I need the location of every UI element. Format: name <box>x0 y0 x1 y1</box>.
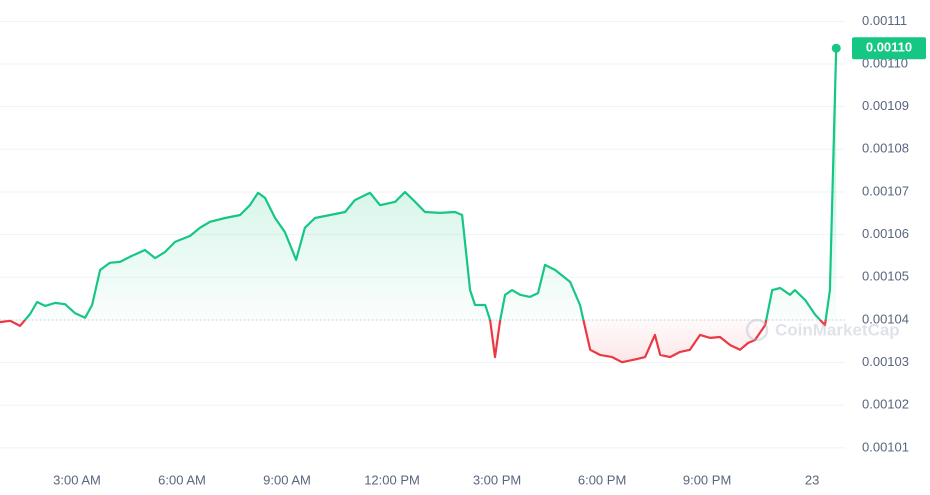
watermark-text: CoinMarketCap <box>775 320 900 339</box>
x-tick-label: 9:00 PM <box>683 472 731 487</box>
y-tick-label: 0.00101 <box>862 439 909 454</box>
y-tick-label: 0.00104 <box>862 311 909 326</box>
y-tick-label: 0.00107 <box>862 183 909 198</box>
y-tick-label: 0.00111 <box>862 13 907 28</box>
y-tick-label: 0.00108 <box>862 141 909 156</box>
y-tick-label: 0.00102 <box>862 397 909 412</box>
price-tag-label: 0.00110 <box>866 40 912 55</box>
y-tick-label: 0.00105 <box>862 269 909 284</box>
y-tick-label: 0.00103 <box>862 354 909 369</box>
x-tick-label: 23 <box>805 472 819 487</box>
watermark: CoinMarketCap <box>745 318 900 342</box>
y-tick-label: 0.00109 <box>862 98 909 113</box>
watermark-logo <box>745 318 769 342</box>
x-tick-label: 9:00 AM <box>263 472 311 487</box>
x-tick-label: 3:00 PM <box>473 472 521 487</box>
last-point <box>831 43 841 53</box>
x-tick-label: 12:00 PM <box>364 472 420 487</box>
x-tick-label: 3:00 AM <box>53 472 101 487</box>
y-tick-label: 0.00106 <box>862 226 909 241</box>
price-line <box>0 48 838 364</box>
plot <box>0 43 845 364</box>
x-tick-label: 6:00 PM <box>578 472 626 487</box>
x-tick-label: 6:00 AM <box>158 472 206 487</box>
price-tag <box>852 37 926 60</box>
axes: 0.00101 0.00102 0.00103 0.00104 0.00105 0.001… <box>53 13 926 487</box>
